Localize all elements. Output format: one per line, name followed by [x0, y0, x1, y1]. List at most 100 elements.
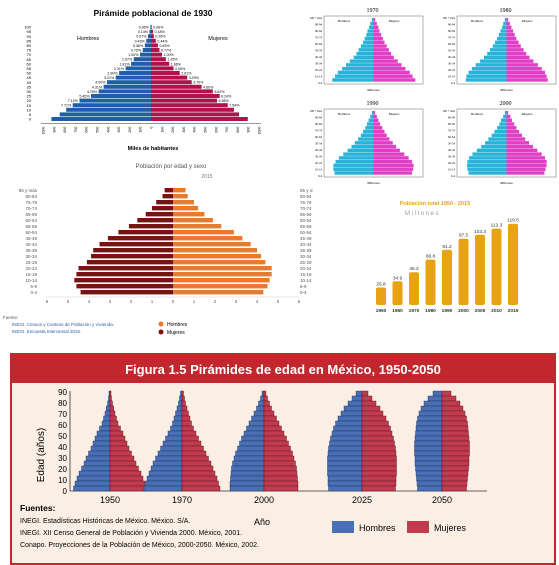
- bar-pyramid-mujeres: [506, 70, 545, 75]
- bar-edad-hombres: [137, 218, 173, 223]
- bar-pyramid-mujeres: [506, 141, 530, 145]
- figure-ytick: 50: [58, 432, 67, 441]
- edad-age-label-left: 35-39: [25, 248, 37, 253]
- label-1930-hombres: 2.90%: [107, 72, 118, 76]
- bar-edad-hombres: [80, 290, 173, 295]
- bar-1930-hombres: [103, 84, 151, 89]
- bar-1930-hombres: [51, 117, 152, 121]
- tick-1930: 200: [171, 127, 175, 133]
- pyramid-age-label: 50-54: [315, 49, 322, 53]
- bar-figure-hombres: [337, 415, 363, 422]
- bar-pyramid-hombres: [358, 137, 374, 141]
- bar-total: [409, 272, 419, 305]
- label-1930-mujeres: 0.44%: [157, 39, 168, 43]
- bar-pyramid-hombres: [346, 63, 374, 67]
- bar-1930-hombres: [98, 89, 151, 94]
- tick-1930: 700: [74, 127, 78, 133]
- pyramid-age-label: 20-24: [448, 68, 455, 72]
- bar-total-year: 2015: [508, 308, 519, 314]
- bar-edad-hombres: [76, 284, 173, 289]
- bar-figure-hombres: [101, 420, 111, 427]
- pyramid-age-label: 10-14: [315, 168, 322, 172]
- figure-year-label: 2000: [254, 495, 274, 505]
- age-tick-1930: 40: [27, 80, 32, 85]
- bar-1930-mujeres: [151, 107, 234, 112]
- bar-pyramid-hombres: [504, 111, 507, 115]
- bar-figure-hombres: [178, 400, 183, 407]
- bar-pyramid-hombres: [487, 51, 507, 56]
- bar-figure-mujeres: [109, 460, 137, 467]
- bar-edad-mujeres: [173, 260, 266, 265]
- bar-pyramid-mujeres: [373, 70, 410, 75]
- bar-edad-hombres: [99, 242, 173, 247]
- bar-total-year: 1950: [376, 308, 387, 314]
- edad-age-label-right: 25-29: [300, 260, 312, 265]
- pyramid-age-label: 60-64: [315, 42, 322, 46]
- bar-pyramid-mujeres: [373, 33, 382, 37]
- bar-pyramid-mujeres: [506, 163, 547, 168]
- bar-figure-hombres: [143, 485, 183, 492]
- bar-figure-mujeres: [181, 475, 218, 482]
- bar-pyramid-mujeres: [506, 63, 538, 67]
- age-tick-1930: 90: [27, 34, 32, 39]
- bar-figure-hombres: [90, 445, 111, 452]
- label-1930-hombres: 4.00%: [95, 81, 106, 85]
- bar-figure-mujeres: [181, 465, 214, 472]
- edad-age-label-right: 85 y más: [300, 188, 313, 193]
- bar-pyramid-hombres: [360, 44, 374, 48]
- bar-pyramid-hombres: [334, 171, 374, 175]
- bar-figure-mujeres: [441, 420, 468, 427]
- bar-figure-mujeres: [263, 455, 295, 462]
- bar-pyramid-hombres: [483, 55, 507, 60]
- bar-total-value: 103.3: [474, 229, 486, 235]
- bar-figure-mujeres: [263, 445, 291, 452]
- bar-figure-hombres: [78, 470, 111, 477]
- bar-figure-hombres: [230, 470, 265, 477]
- bar-figure-hombres: [414, 460, 443, 467]
- chart-poblacion-total-svg: Población total 1950 - 2015 M i l l o n …: [376, 201, 519, 314]
- bar-pyramid-hombres: [358, 48, 374, 52]
- bar-figure-mujeres: [361, 475, 397, 482]
- bar-pyramid-hombres: [481, 144, 507, 149]
- label-1930-mujeres: 2.05%: [175, 67, 186, 71]
- tick-1930: 900: [52, 127, 56, 133]
- bar-figure-hombres: [256, 405, 265, 412]
- bar-1930-hombres: [133, 57, 151, 62]
- bar-total-year: 1980: [425, 308, 436, 314]
- pyramid-legend-hombres: Hombres: [471, 19, 484, 23]
- bar-1930-mujeres: [151, 66, 174, 71]
- age-tick-1930: 15: [27, 103, 32, 108]
- pyramid-age-label: 90-94: [448, 23, 455, 27]
- figure-legend-hombres: Hombres: [359, 523, 396, 533]
- age-tick-1930: 95: [27, 29, 32, 34]
- bar-pyramid-mujeres: [506, 152, 542, 156]
- edad-age-label-right: 35-39: [300, 248, 312, 253]
- label-1930-hombres: 1.57%: [122, 58, 133, 62]
- edad-age-label-right: 20-24: [300, 266, 312, 271]
- bar-figure-mujeres: [361, 460, 397, 467]
- legend-hombres-dot: [158, 321, 164, 327]
- bar-total: [425, 259, 436, 305]
- bar-pyramid-hombres: [469, 156, 507, 160]
- bar-edad-mujeres: [173, 200, 194, 205]
- bar-figure-hombres: [155, 455, 183, 462]
- bar-pyramid-hombres: [490, 48, 507, 52]
- label-1930-mujeres: 0.63%: [159, 44, 170, 48]
- bar-figure-mujeres: [263, 415, 277, 422]
- bar-figure-hombres: [355, 390, 363, 397]
- bar-edad-mujeres: [173, 224, 222, 229]
- figure-ytick: 90: [58, 388, 67, 397]
- bar-total-year: 1990: [442, 308, 453, 314]
- label-1930-hombres: 0.14%: [138, 30, 149, 34]
- bar-total-value: 25.8: [376, 281, 386, 287]
- bar-1930-hombres: [140, 52, 151, 57]
- bar-pyramid-mujeres: [506, 118, 512, 122]
- bar-figure-mujeres: [109, 465, 139, 472]
- label-1930-hombres: 0.27%: [136, 35, 147, 39]
- bar-figure-hombres: [229, 480, 265, 487]
- bar-pyramid-hombres: [369, 25, 374, 29]
- pyramid-age-label: 80-84: [448, 122, 455, 126]
- bar-figure-hombres: [417, 485, 443, 492]
- bar-total-value: 48.2: [409, 266, 419, 272]
- label-1930-hombres: 7.71%: [61, 104, 72, 108]
